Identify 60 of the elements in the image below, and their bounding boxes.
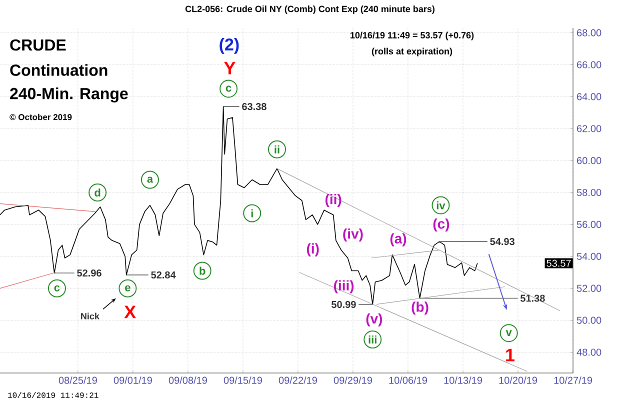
y-tick-label: 52.00: [576, 284, 602, 292]
x-tick-label: 09/22/19: [278, 376, 317, 384]
annotation: v: [506, 330, 512, 336]
annotation: ii: [274, 145, 280, 154]
chart-title: CL2-056: Crude Oil NY (Comb) Cont Exp (240 minute bars): [185, 6, 434, 14]
y-tick-label: 62.00: [577, 125, 602, 132]
annotation: iii: [368, 335, 376, 344]
y-tick-label: 58.00: [576, 188, 602, 196]
x-tick-label: 10/06/19: [389, 376, 427, 384]
annotation: 63.38: [242, 103, 266, 110]
y-tick-label: 56.00: [576, 220, 602, 228]
annotation: (a): [390, 233, 406, 246]
annotation: (2): [220, 38, 239, 54]
annotation: Y: [224, 62, 236, 74]
annotation: (v): [366, 313, 382, 326]
annotation: d: [94, 188, 100, 197]
text: 10/16/2019 11:49:21: [8, 392, 98, 398]
x-tick-label: 08/25/19: [58, 376, 97, 384]
annotation: 1: [506, 348, 514, 362]
x-tick-label: 10/27/19: [554, 376, 592, 384]
x-tick-label: 09/08/19: [168, 376, 207, 384]
annotation: (i): [306, 243, 319, 256]
annotation: c: [226, 86, 232, 92]
annotation: 51.38: [520, 294, 545, 302]
x-tick-label: 09/29/19: [334, 376, 372, 384]
x-tick-label: 09/15/19: [224, 376, 262, 384]
annotation: 53.57: [546, 260, 571, 267]
annotation: 50.99: [332, 300, 356, 308]
y-tick-label: 48.00: [576, 348, 602, 356]
annotation: (b): [412, 302, 428, 315]
annotation: © October 2019: [10, 114, 72, 120]
annotation: 54.93: [490, 238, 514, 246]
x-tick-label: 10/20/19: [499, 376, 537, 384]
y-tick-label: 54.00: [576, 252, 602, 260]
y-tick-label: 68.00: [577, 29, 602, 36]
annotation: (ii): [325, 194, 342, 208]
annotation: e: [125, 285, 130, 292]
annotation: 52.96: [77, 269, 102, 277]
annotation: 10/16/19 11:49 = 53.57 (+0.76): [350, 32, 474, 40]
annotation: a: [147, 176, 154, 183]
annotation: iv: [436, 201, 446, 210]
annotation: i: [251, 209, 253, 218]
annotation: c: [54, 285, 60, 292]
annotation: Nick: [81, 312, 100, 320]
annotation: (c): [433, 218, 450, 232]
x-tick-label: 09/01/19: [114, 376, 152, 384]
y-tick-label: 60.00: [577, 157, 602, 164]
annotation: Continuation: [10, 64, 108, 76]
annotation: 52.84: [151, 271, 176, 278]
y-tick-label: 66.00: [577, 61, 602, 68]
text: CRUDE: [10, 39, 66, 51]
annotation: b: [200, 266, 206, 275]
annotation: X: [124, 306, 136, 318]
y-tick-label: 64.00: [577, 93, 602, 100]
x-tick-label: 10/13/19: [444, 376, 482, 384]
y-tick-label: 50.00: [576, 316, 602, 324]
annotation: 240-Min. Range: [10, 88, 128, 102]
annotation: (iii): [334, 280, 354, 294]
annotation: (iv): [343, 228, 363, 242]
annotation: (rolls at expiration): [372, 48, 452, 56]
